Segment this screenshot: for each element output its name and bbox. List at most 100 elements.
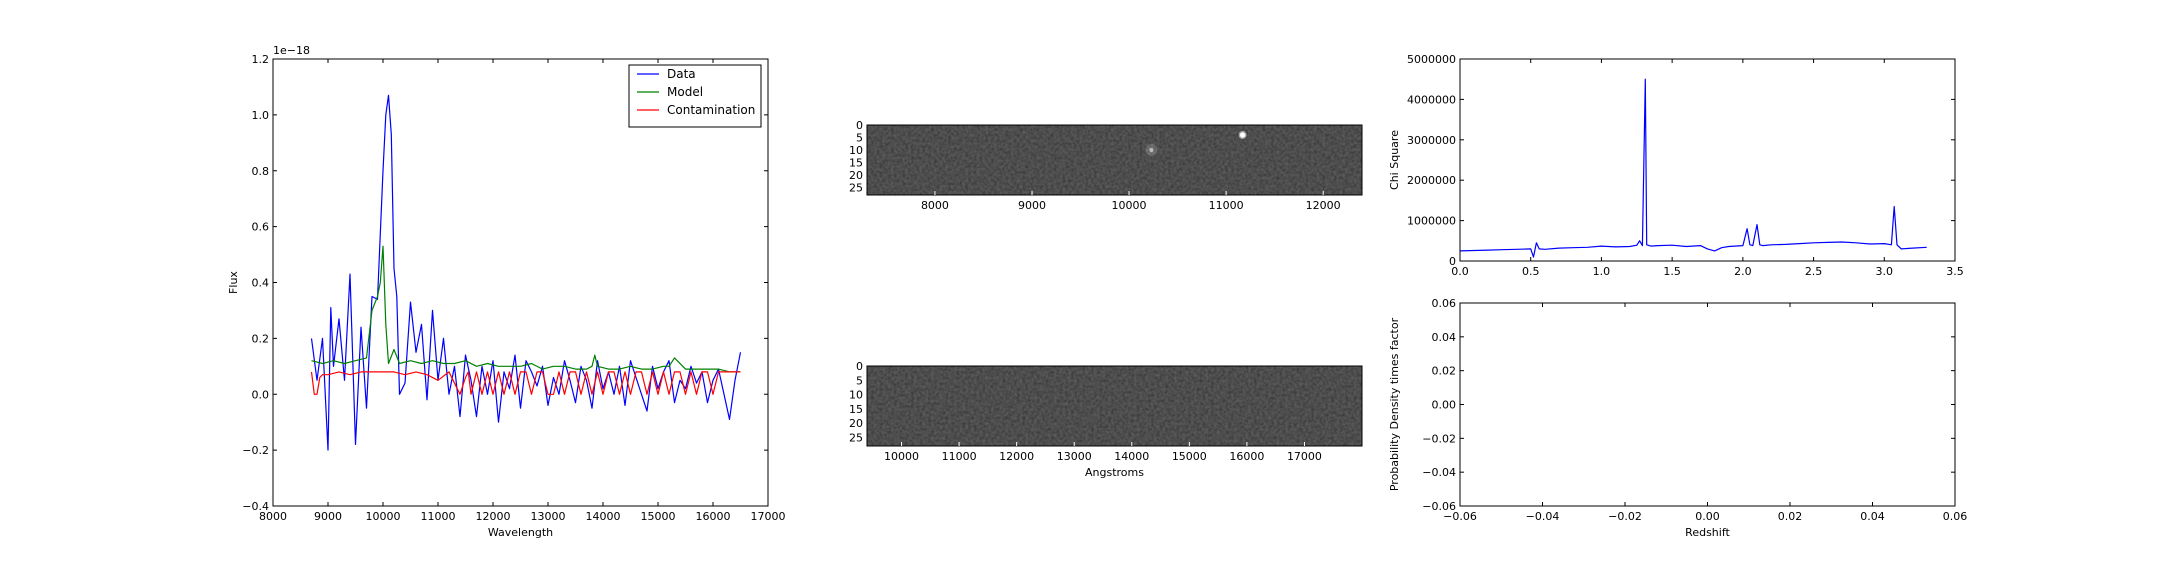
image-noise [867,366,1362,446]
axes-frame [866,365,1363,447]
y-tick-label: 5000000 [1407,53,1456,66]
x-tick-label: 9000 [1018,199,1046,212]
x-tick-label: 17000 [1287,450,1322,463]
y-tick-label: 25 [849,182,863,195]
y-tick-label: −0.4 [242,500,269,513]
series-line-chi-square [1459,78,1927,258]
y-tick-label: −0.2 [242,444,269,457]
y-axis-label: Probability Density times factor [1388,317,1401,491]
x-tick-label: −0.06 [1443,510,1477,523]
y-axis-label: Chi Square [1388,130,1401,190]
axes-frame [1459,302,1956,507]
y-tick-label: 20 [849,417,863,430]
y-tick-label: 0.06 [1432,297,1457,310]
y-tick-label: 5 [856,374,863,387]
axes-frame [1459,58,1956,262]
x-axis-label: Wavelength [488,526,553,539]
y-tick-label: 1000000 [1407,215,1456,228]
y-tick-label: 0.8 [252,165,270,178]
bright-spot [1240,132,1246,138]
y-tick-label: 1.0 [252,109,270,122]
y-tick-label: 0.02 [1432,365,1457,378]
x-tick-label: 10000 [366,510,401,523]
y-tick-label: 0.2 [252,332,270,345]
axes-frame [866,124,1363,196]
y-tick-label: 20 [849,169,863,182]
y-tick-label: 15 [849,403,863,416]
x-tick-label: 0.00 [1695,510,1720,523]
legend-label: Model [667,85,703,99]
panel-4: 0.0 0.5 1.0 1.5 2.0 2.5 3.0 3.5 0 1000000 2000000 3… [1388,53,1964,278]
bright-spot [1149,148,1154,152]
legend-label: Contamination [667,103,755,117]
x-tick-label: 15000 [641,510,676,523]
x-tick-label: 1.5 [1663,265,1681,278]
y-tick-label: 3000000 [1407,134,1456,147]
legend-box [628,64,762,128]
x-tick-label: 17000 [751,510,786,523]
x-tick-label: 14000 [586,510,621,523]
y-tick-label: −0.04 [1422,466,1456,479]
y-tick-label: 10 [849,389,863,402]
x-tick-label: 16000 [1229,450,1264,463]
panel-3: 10000 11000 12000 13000 14000 15000 16000 17000… [849,360,1363,479]
legend-label: Data [667,67,696,81]
x-tick-label: 13000 [1057,450,1092,463]
x-tick-label: −0.04 [1526,510,1560,523]
y-tick-label: 0.4 [252,277,270,290]
x-tick-label: 12000 [476,510,511,523]
series-line-data [310,94,742,451]
x-tick-label: 16000 [696,510,731,523]
x-tick-label: 0.02 [1778,510,1803,523]
x-tick-label: 8000 [259,510,287,523]
y-tick-label: 25 [849,431,863,444]
series-line-model [311,245,741,373]
y-tick-label: 0.00 [1432,399,1457,412]
legend: Data Model Contamination [628,64,762,128]
panel-1: 8000 9000 10000 11000 12000 13000 14000 15000 16… [227,44,786,539]
x-tick-label: 0.0 [1451,265,1469,278]
y-tick-label: 5 [856,132,863,145]
x-tick-label: 13000 [531,510,566,523]
x-tick-label: 12000 [999,450,1034,463]
x-axis-label: Angstroms [1085,466,1144,479]
y-tick-label: 0 [856,119,863,132]
x-tick-label: 3.0 [1876,265,1894,278]
y-tick-label: 0.6 [252,221,270,234]
x-tick-label: 0.04 [1860,510,1885,523]
y-tick-label: 10 [849,144,863,157]
x-tick-label: 11000 [1209,199,1244,212]
y-tick-label: 0 [856,360,863,373]
image-noise [867,125,1362,195]
x-tick-label: 8000 [921,199,949,212]
y-tick-label: 15 [849,157,863,170]
x-tick-label: 1.0 [1593,265,1611,278]
x-tick-label: 2.5 [1805,265,1823,278]
x-axis-label: Redshift [1685,526,1730,539]
x-tick-label: 12000 [1306,199,1341,212]
x-tick-label: 0.06 [1943,510,1968,523]
y-tick-label: 1.2 [252,53,270,66]
y-offset-label: 1e−18 [273,44,310,57]
y-tick-label: 0 [1449,255,1456,268]
x-tick-label: 10000 [884,450,919,463]
series-line-contamination [310,371,741,395]
x-tick-label: −0.02 [1608,510,1642,523]
x-tick-label: 3.5 [1946,265,1964,278]
x-tick-label: 14000 [1114,450,1149,463]
y-tick-label: −0.02 [1422,432,1456,445]
y-axis-label: Flux [227,271,240,294]
x-tick-label: 9000 [314,510,342,523]
y-tick-label: 0.04 [1432,331,1457,344]
x-tick-label: 11000 [942,450,977,463]
y-tick-label: −0.06 [1422,500,1456,513]
x-tick-label: 11000 [421,510,456,523]
y-tick-label: 0.0 [252,388,270,401]
x-tick-label: 10000 [1112,199,1147,212]
y-tick-label: 2000000 [1407,174,1456,187]
panel-5: −0.06 −0.04 −0.02 0.00 0.02 0.04 0.06 −0.06 −0.0… [1388,297,1967,539]
x-tick-label: 0.5 [1522,265,1540,278]
x-tick-label: 15000 [1172,450,1207,463]
